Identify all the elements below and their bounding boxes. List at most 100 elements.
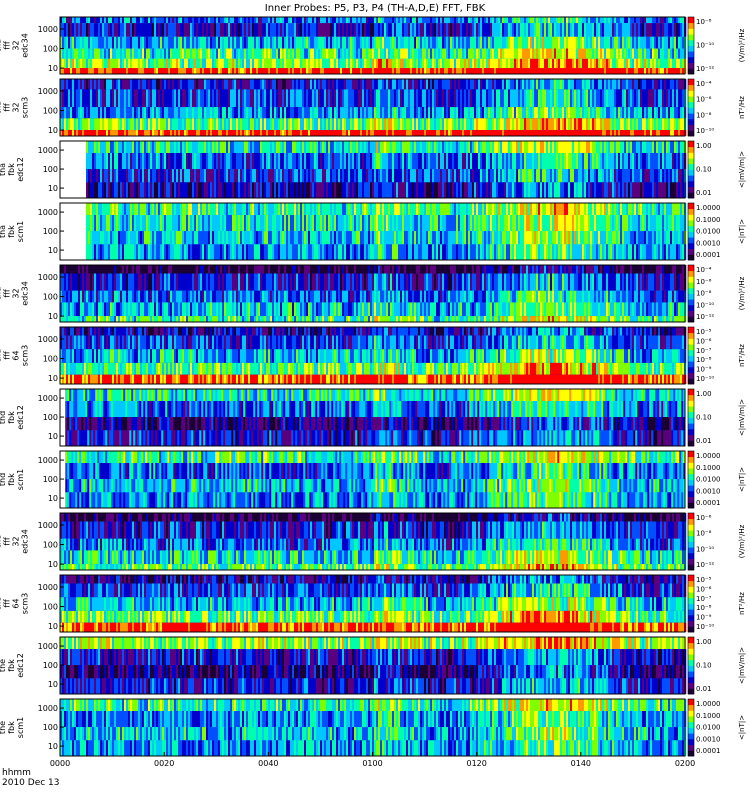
- colorbar-label: 1.00: [696, 142, 712, 150]
- colorbar-label: 1.0000: [696, 700, 721, 708]
- colorbar: 10⁻⁵10⁻⁶10⁻⁷10⁻⁸10⁻⁹10⁻¹⁰: [688, 327, 714, 384]
- panel-12: 100010010thefbkscm11.00000.10000.01000.0…: [0, 699, 746, 756]
- spectral-band: [60, 513, 686, 522]
- colorbar-label: 0.1000: [696, 216, 721, 224]
- y-tick-label: 1000: [38, 208, 58, 217]
- colorbar-label: 10⁻¹²: [696, 561, 714, 569]
- spectral-band: [60, 623, 686, 632]
- colorbar-units: nT²/Hz: [738, 96, 746, 119]
- colorbar-label: 0.0001: [696, 499, 721, 507]
- colorbar-label: 10⁻⁹: [696, 366, 712, 374]
- colorbar-units: <|mV/m|>: [738, 151, 746, 188]
- spectral-band: [60, 23, 686, 37]
- x-axis-label: hhmm: [2, 768, 31, 778]
- y-tick-label: 10: [48, 622, 58, 631]
- y-tick-label: 100: [43, 413, 58, 422]
- colorbar-label: 10⁻⁵: [696, 576, 712, 584]
- colorbar-label: 0.01: [696, 437, 712, 445]
- spectral-band: [60, 375, 686, 384]
- spectral-band: [65, 417, 685, 430]
- colorbar-label: 1.00: [696, 390, 712, 398]
- y-tick-label: 10: [48, 64, 58, 73]
- y-tick-label: 1000: [38, 642, 58, 651]
- spectral-band: [60, 611, 686, 623]
- spectral-band: [60, 118, 686, 130]
- spectral-band: [65, 451, 685, 463]
- spectral-band: [65, 492, 685, 508]
- colorbar-units: nT²/Hz: [738, 344, 746, 367]
- spectral-band: [60, 363, 686, 375]
- colorbar-label: 0.0100: [696, 724, 721, 732]
- spectral-band: [60, 699, 686, 711]
- y-tick-label: 10: [48, 494, 58, 503]
- y-tick-label: 1000: [38, 335, 58, 344]
- spectral-band: [60, 327, 686, 336]
- y-tick-label: 10: [48, 560, 58, 569]
- spectral-band: [60, 665, 686, 678]
- spectral-band: [86, 169, 686, 182]
- y-tick-label: 10: [48, 246, 58, 255]
- colorbar-label: 10⁻¹⁰: [696, 545, 714, 553]
- y-tick-label: 10: [48, 184, 58, 193]
- colorbar-label: 10⁻¹⁰: [696, 127, 714, 135]
- colorbar-label: 10⁻⁸: [696, 356, 712, 364]
- spectral-band: [60, 740, 686, 756]
- y-tick-label: 100: [43, 723, 58, 732]
- date-label: 2010 Dec 13: [2, 778, 60, 788]
- spectral-band: [60, 274, 686, 291]
- colorbar-label: 0.0010: [696, 735, 721, 743]
- y-tick-label: 10: [48, 680, 58, 689]
- colorbar: 1.00 0.10 0.01: [688, 389, 712, 446]
- panel-2: 100010010thafff32scm310⁻⁴10⁻⁶10⁻⁸10⁻¹⁰nT…: [0, 79, 746, 136]
- colorbar-units: <|nT|>: [738, 467, 746, 492]
- y-tick-label: 100: [43, 541, 58, 550]
- spectral-band: [60, 37, 686, 49]
- colorbar-label: 1.0000: [696, 204, 721, 212]
- y-tick-label: 10: [48, 312, 58, 321]
- colorbar-units: nT²/Hz: [738, 592, 746, 615]
- x-tick-label: 0040: [258, 759, 278, 768]
- y-tick-label: 10: [48, 432, 58, 441]
- colorbar-label: 10⁻⁸: [696, 530, 712, 538]
- x-tick-label: 0020: [154, 759, 174, 768]
- spectral-band: [60, 711, 686, 727]
- colorbar: 1.000.100.01: [688, 637, 712, 694]
- spectral-band: [86, 215, 686, 231]
- spectral-band: [86, 244, 686, 260]
- y-tick-label: 10: [48, 374, 58, 383]
- colorbar-label: 10⁻⁶: [696, 278, 712, 286]
- spectral-band: [60, 727, 686, 740]
- spectral-band: [60, 584, 686, 598]
- colorbar-units: (V/m)²/Hz: [738, 524, 746, 558]
- x-tick-label: 0120: [466, 759, 486, 768]
- spectral-band: [60, 89, 686, 107]
- colorbar-label: 10⁻¹²: [696, 313, 714, 321]
- colorbar-label: 10⁻⁸: [696, 111, 712, 119]
- spectral-band: [86, 153, 686, 169]
- y-tick-label: 1000: [38, 146, 58, 155]
- colorbar-units: (V/m)²/Hz: [738, 28, 746, 62]
- spectral-band: [60, 597, 686, 611]
- colorbar-label: 0.0001: [696, 251, 721, 259]
- y-tick-label: 1000: [38, 521, 58, 530]
- chart-title: Inner Probes: P5, P3, P4 (TH-A,D,E) FFT,…: [265, 3, 486, 14]
- spectral-band: [60, 291, 686, 303]
- colorbar-label: 10⁻⁷: [696, 595, 712, 603]
- colorbar-label: 10⁻⁷: [696, 347, 712, 355]
- spectral-band: [60, 539, 686, 551]
- panel-9: 100010010thefff32edc3410⁻⁶10⁻⁸10⁻¹⁰10⁻¹²…: [0, 513, 746, 570]
- spectral-band: [60, 107, 686, 118]
- colorbar-label: 0.10: [696, 414, 712, 422]
- x-tick-label: 0200: [675, 759, 695, 768]
- colorbar-label: 0.0100: [696, 228, 721, 236]
- spectral-band: [60, 550, 686, 564]
- colorbar-label: 10⁻⁸: [696, 604, 712, 612]
- y-tick-label: 10: [48, 126, 58, 135]
- panel-8: 100010010thdfbkscm11.00000.10000.01000.0…: [0, 451, 746, 508]
- colorbar: 1.000.100.01: [688, 141, 712, 198]
- spectral-band: [65, 463, 685, 479]
